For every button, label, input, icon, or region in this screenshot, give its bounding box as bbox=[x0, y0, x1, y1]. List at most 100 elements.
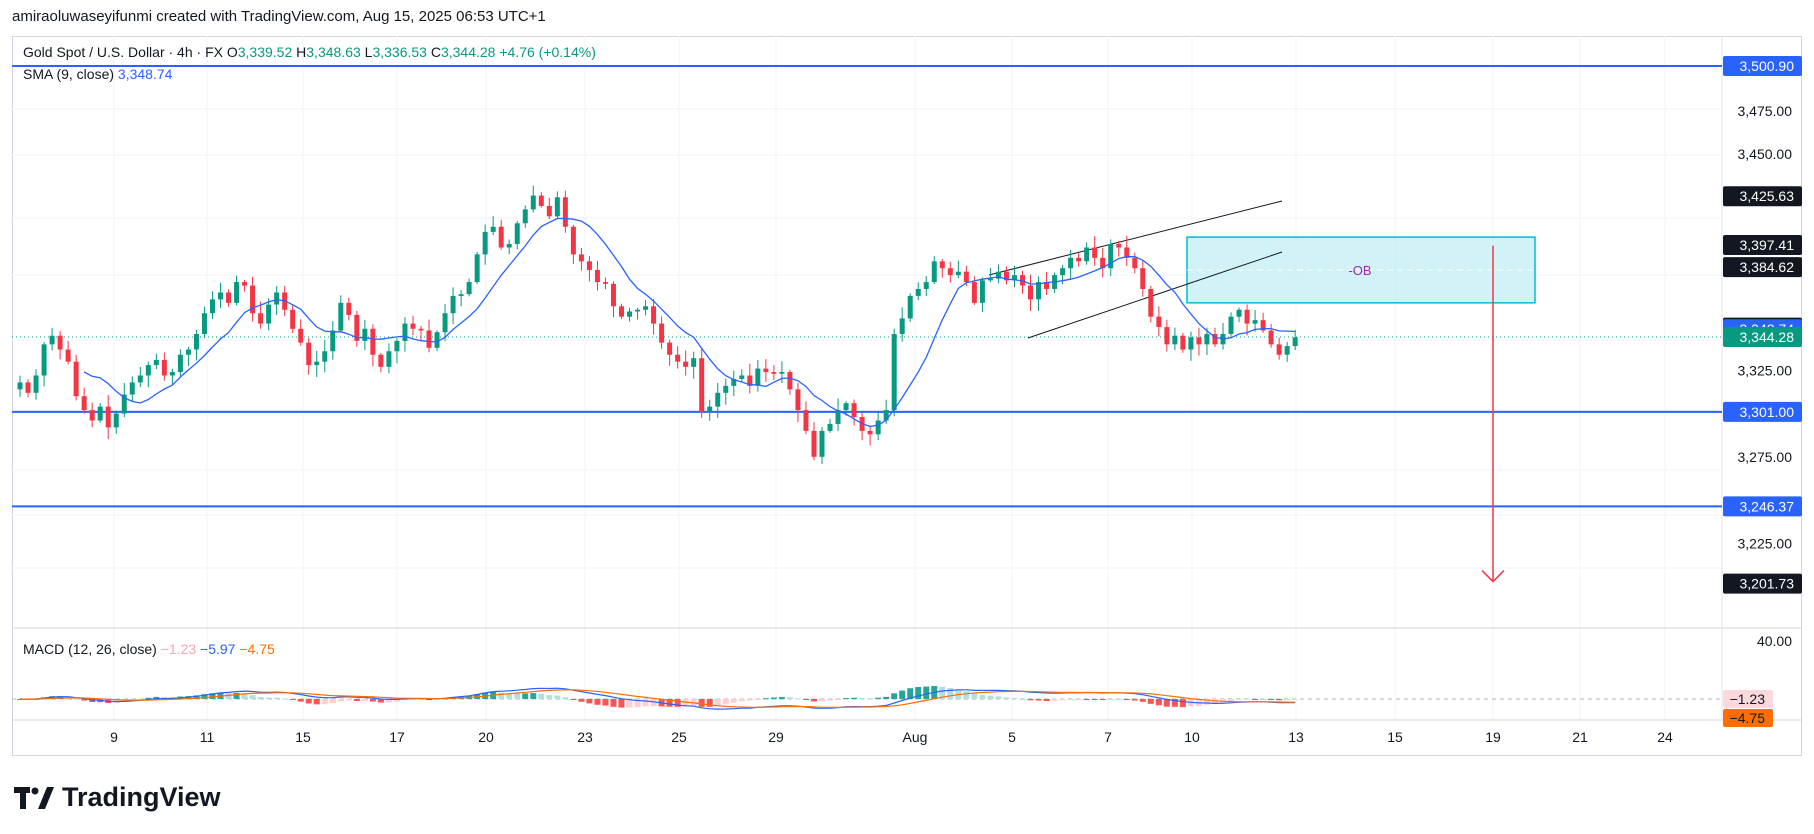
x-axis-tick-label: 20 bbox=[478, 729, 494, 745]
candle-down bbox=[811, 430, 817, 457]
candle-down bbox=[546, 205, 552, 217]
macd-histogram-bar bbox=[762, 698, 769, 700]
macd-histogram-bar bbox=[907, 688, 914, 699]
candle-up bbox=[209, 299, 215, 314]
candle-up bbox=[1188, 337, 1194, 350]
candle-down bbox=[747, 375, 753, 386]
candle-down bbox=[498, 226, 504, 248]
candle-up bbox=[635, 309, 641, 312]
candle-up bbox=[1236, 309, 1242, 317]
macd-histogram-bar bbox=[273, 697, 280, 699]
macd-histogram-bar bbox=[321, 699, 328, 705]
candle-down bbox=[258, 313, 264, 324]
macd-legend[interactable]: MACD (12, 26, close) −1.23 −5.97 −4.75 bbox=[23, 641, 275, 657]
macd-histogram-bar bbox=[610, 699, 617, 707]
candle-down bbox=[1156, 316, 1162, 328]
brand-logo[interactable]: TradingView bbox=[14, 782, 221, 813]
brand-name: TradingView bbox=[62, 782, 221, 812]
macd-histogram-bar bbox=[1035, 699, 1042, 701]
candle-up bbox=[1228, 316, 1234, 334]
macd-value-text: −1.23 bbox=[1730, 691, 1766, 707]
candle-up bbox=[835, 410, 841, 424]
macd-histogram-bar bbox=[201, 694, 208, 699]
macd-histogram-bar bbox=[1179, 699, 1186, 708]
macd-histogram-bar bbox=[1027, 699, 1034, 701]
macd-histogram-bar bbox=[1276, 699, 1283, 701]
macd-histogram-bar bbox=[979, 694, 986, 699]
x-axis-tick-label: 7 bbox=[1104, 729, 1112, 745]
macd-histogram-bar bbox=[434, 699, 441, 700]
macd-histogram-bar bbox=[562, 697, 569, 699]
macd-histogram-bar bbox=[554, 695, 561, 699]
symbol-legend[interactable]: Gold Spot / U.S. Dollar · 4h · FX O3,339… bbox=[23, 44, 596, 60]
macd-histogram-bar bbox=[714, 699, 721, 706]
macd-histogram-bar bbox=[626, 699, 633, 708]
candle-down bbox=[226, 292, 232, 303]
macd-label: MACD (12, 26, close) bbox=[23, 641, 157, 657]
macd-histogram-bar bbox=[722, 699, 729, 705]
macd-signal-value: −4.75 bbox=[239, 641, 275, 657]
candle-down bbox=[105, 406, 111, 428]
macd-histogram-bar bbox=[153, 696, 160, 699]
candle-down bbox=[795, 389, 801, 411]
candle-down bbox=[1028, 285, 1034, 300]
candle-down bbox=[1268, 330, 1274, 345]
macd-histogram-bar bbox=[249, 695, 256, 699]
candle-down bbox=[538, 195, 544, 206]
x-axis-tick-label: 25 bbox=[671, 729, 687, 745]
candle-up bbox=[915, 288, 921, 296]
price-label-badge bbox=[1723, 401, 1802, 422]
candle-up bbox=[394, 340, 400, 352]
candle-up bbox=[1084, 247, 1090, 262]
sma-legend[interactable]: SMA (9, close) 3,348.74 bbox=[23, 66, 172, 82]
candle-down bbox=[89, 410, 95, 421]
candle-down bbox=[771, 372, 777, 374]
chart-credit: amiraoluwaseyifunmi created with Trading… bbox=[12, 8, 546, 25]
candle-down bbox=[57, 335, 63, 350]
macd-histogram-bar bbox=[1099, 699, 1106, 700]
macd-histogram-bar bbox=[281, 698, 288, 700]
candle-up bbox=[530, 195, 536, 210]
macd-histogram-bar bbox=[1211, 699, 1218, 705]
candle-up bbox=[707, 406, 713, 412]
chart-frame[interactable] bbox=[12, 36, 1802, 756]
macd-histogram-bar bbox=[947, 688, 954, 699]
macd-histogram-bar bbox=[915, 687, 922, 699]
candle-down bbox=[73, 361, 79, 397]
candle-up bbox=[827, 423, 833, 431]
change-value: +4.76 (+0.14%) bbox=[499, 44, 596, 60]
y-axis-tick-label: 3,275.00 bbox=[1738, 449, 1793, 465]
macd-histogram-bar bbox=[1260, 698, 1267, 700]
macd-histogram-bar bbox=[1252, 698, 1259, 700]
candle-down bbox=[418, 328, 424, 331]
candle-up bbox=[691, 358, 697, 367]
projection-arrow-head bbox=[1481, 570, 1505, 583]
candle-up bbox=[338, 302, 344, 331]
candle-up bbox=[274, 292, 280, 305]
candle-up bbox=[137, 375, 143, 383]
macd-histogram-bar bbox=[538, 693, 545, 699]
candle-up bbox=[995, 271, 1001, 279]
macd-histogram-bar bbox=[1292, 699, 1299, 700]
macd-histogram-bar bbox=[1091, 699, 1098, 700]
candle-up bbox=[979, 280, 985, 303]
candle-down bbox=[578, 254, 584, 262]
candle-down bbox=[1140, 268, 1146, 289]
candle-down bbox=[699, 358, 705, 412]
candle-down bbox=[1076, 257, 1082, 262]
candle-down bbox=[306, 342, 312, 366]
price-label-badge bbox=[1723, 326, 1802, 347]
macd-histogram-bar bbox=[329, 699, 336, 704]
macd-histogram-bar bbox=[1244, 699, 1251, 700]
chart-canvas[interactable]: -OB 3,475.00 3,450.00 3,325.00 3,275.00 3,225… bbox=[0, 0, 1814, 770]
macd-histogram-bar bbox=[706, 699, 713, 707]
candle-down bbox=[426, 330, 432, 348]
price-label-text: 3,201.73 bbox=[1740, 576, 1795, 592]
macd-histogram-bar bbox=[634, 699, 641, 708]
candle-down bbox=[25, 382, 31, 393]
low-value: 3,336.53 bbox=[372, 44, 427, 60]
candle-up bbox=[266, 304, 272, 324]
macd-histogram-bar bbox=[586, 699, 593, 704]
candle-up bbox=[819, 430, 825, 457]
macd-value-text: −4.75 bbox=[1730, 710, 1766, 726]
